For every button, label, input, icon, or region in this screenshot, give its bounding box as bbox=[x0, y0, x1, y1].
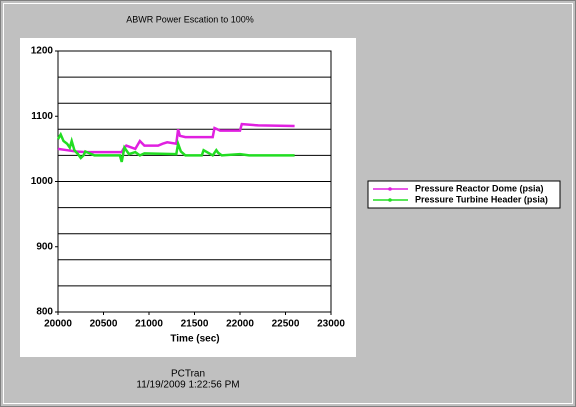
x-tick-label: 22500 bbox=[272, 319, 300, 330]
y-tick-label: 1000 bbox=[31, 176, 54, 187]
x-tick-label: 20000 bbox=[44, 319, 72, 330]
legend-label: Pressure Turbine Header (psia) bbox=[415, 194, 548, 204]
x-tick-label: 22000 bbox=[226, 319, 254, 330]
footer-app: PCTran bbox=[171, 369, 205, 380]
series-line bbox=[57, 122, 295, 154]
y-tick-label: 900 bbox=[36, 241, 53, 252]
frame bbox=[3, 3, 573, 404]
y-tick-label: 1100 bbox=[31, 111, 53, 122]
plot-panel bbox=[20, 38, 356, 357]
legend-label: Pressure Reactor Dome (psia) bbox=[415, 183, 544, 193]
x-tick-label: 20500 bbox=[90, 319, 118, 330]
series-line bbox=[56, 131, 295, 163]
y-tick-label: 1200 bbox=[31, 46, 54, 57]
footer-date: 11/19/2009 1:22:56 PM bbox=[136, 380, 239, 391]
x-tick-label: 23000 bbox=[317, 319, 345, 330]
chart-title: ABWR Power Escation to 100% bbox=[126, 14, 254, 24]
legend-marker bbox=[388, 187, 392, 191]
y-tick-label: 800 bbox=[36, 307, 53, 318]
legend-marker bbox=[388, 198, 392, 202]
x-tick-label: 21500 bbox=[181, 319, 209, 330]
legend bbox=[367, 180, 561, 209]
x-axis-title: Time (sec) bbox=[170, 334, 219, 345]
x-tick-label: 21000 bbox=[135, 319, 163, 330]
